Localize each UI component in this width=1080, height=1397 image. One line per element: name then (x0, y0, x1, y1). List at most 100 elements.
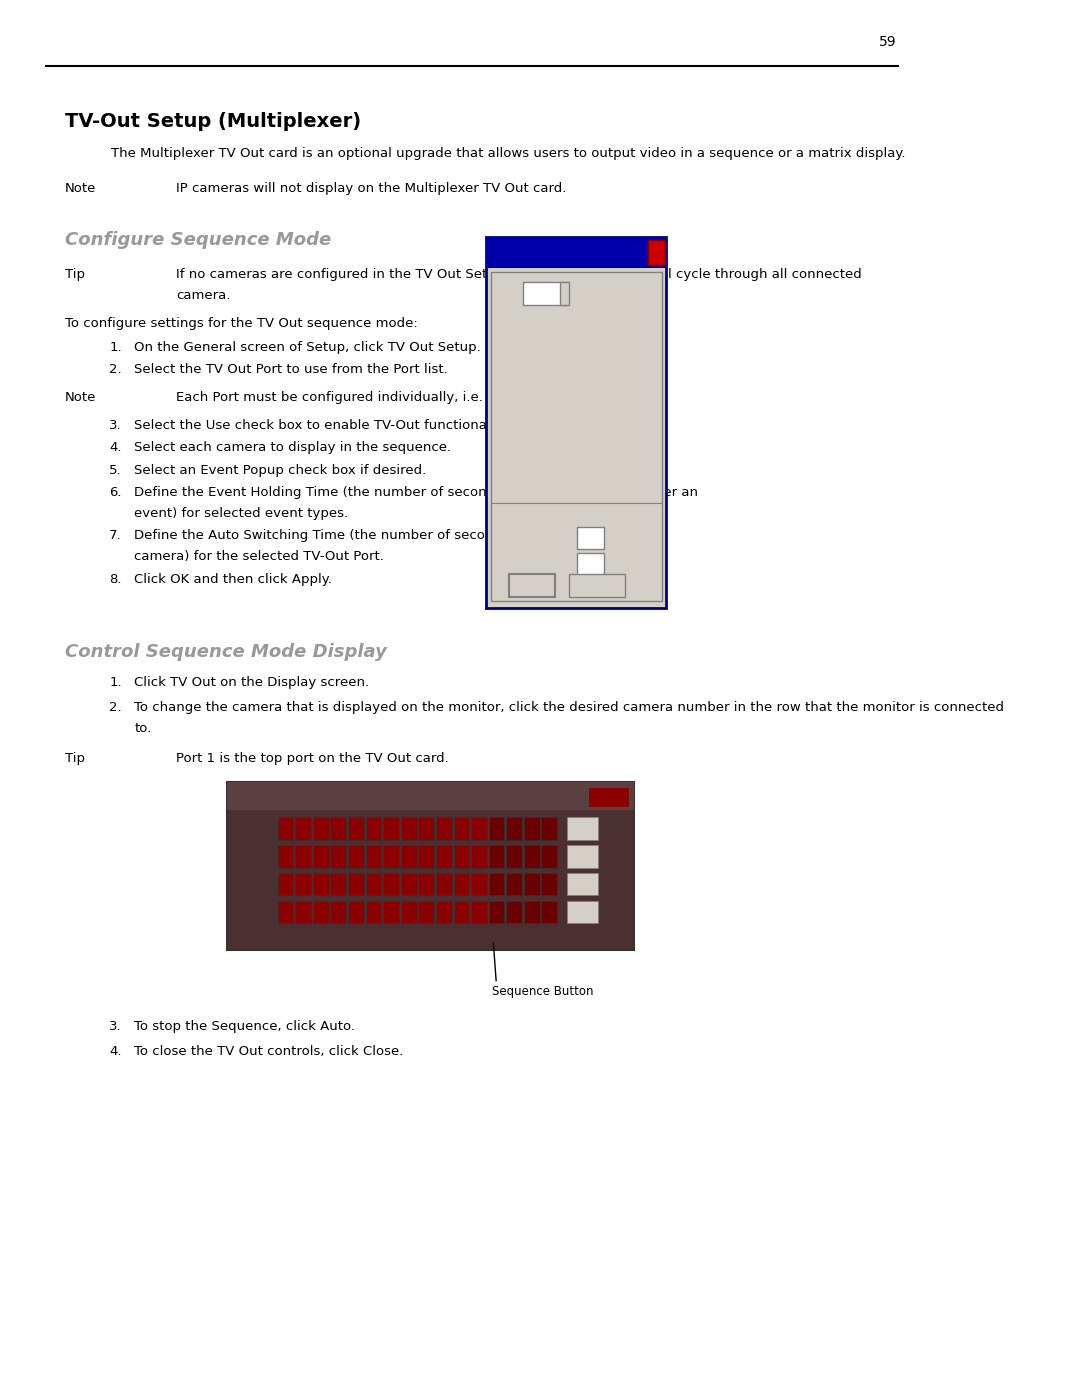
Text: 10: 10 (440, 880, 448, 886)
Text: 2.: 2. (109, 701, 122, 714)
FancyBboxPatch shape (486, 237, 666, 268)
FancyBboxPatch shape (418, 817, 434, 840)
Text: 15: 15 (527, 852, 536, 858)
Text: 12: 12 (474, 880, 484, 886)
Text: Define the Auto Switching Time (the number of seconds between switching of: Define the Auto Switching Time (the numb… (134, 529, 656, 542)
Text: □ Camera12: □ Camera12 (573, 425, 632, 433)
Text: 13: 13 (492, 908, 501, 914)
Text: 2 OUT: 2 OUT (234, 849, 260, 858)
Text: 13: 13 (492, 852, 501, 858)
Text: □ Motion event  □ Sensor event: □ Motion event □ Sensor event (496, 510, 644, 518)
Text: 13: 13 (492, 824, 501, 830)
FancyBboxPatch shape (490, 272, 662, 601)
Text: 4.: 4. (109, 1045, 122, 1058)
Text: □ Camera16: □ Camera16 (573, 548, 632, 556)
FancyBboxPatch shape (524, 817, 540, 840)
FancyBboxPatch shape (348, 901, 364, 923)
Text: 1 OUT: 1 OUT (234, 821, 260, 830)
Text: □ Camera7: □ Camera7 (496, 517, 548, 525)
Text: to.: to. (134, 722, 151, 735)
Text: event) for selected event types.: event) for selected event types. (134, 507, 349, 520)
FancyBboxPatch shape (436, 873, 451, 895)
Text: 4.: 4. (109, 441, 122, 454)
Text: 8: 8 (406, 908, 410, 914)
FancyBboxPatch shape (454, 901, 470, 923)
Text: To configure settings for the TV Out sequence mode:: To configure settings for the TV Out seq… (65, 317, 418, 330)
Text: □ Camera11: □ Camera11 (573, 394, 632, 402)
FancyBboxPatch shape (383, 845, 399, 868)
FancyBboxPatch shape (313, 901, 328, 923)
FancyBboxPatch shape (507, 845, 522, 868)
Text: Port 1 is the top port on the TV Out card.: Port 1 is the top port on the TV Out car… (176, 752, 448, 764)
FancyBboxPatch shape (489, 873, 504, 895)
Text: 6: 6 (372, 852, 376, 858)
FancyBboxPatch shape (648, 240, 664, 265)
Text: □ Camera9: □ Camera9 (573, 332, 626, 341)
Text: 3: 3 (319, 908, 323, 914)
FancyBboxPatch shape (471, 845, 487, 868)
Text: X: X (651, 242, 659, 251)
FancyBboxPatch shape (348, 873, 364, 895)
FancyBboxPatch shape (471, 817, 487, 840)
Text: 6: 6 (372, 908, 376, 914)
Text: 1: 1 (283, 908, 287, 914)
Text: □ Camera3: □ Camera3 (496, 394, 548, 402)
FancyBboxPatch shape (567, 845, 598, 868)
Text: Sequence Button: Sequence Button (491, 985, 593, 997)
FancyBboxPatch shape (383, 901, 399, 923)
FancyBboxPatch shape (348, 845, 364, 868)
Text: 4 OUT: 4 OUT (234, 905, 260, 914)
Text: Select each camera to display in the sequence.: Select each camera to display in the seq… (134, 441, 451, 454)
Text: 5.: 5. (109, 464, 122, 476)
FancyBboxPatch shape (524, 873, 540, 895)
Text: 11: 11 (457, 880, 465, 886)
Text: 2: 2 (301, 852, 306, 858)
FancyBboxPatch shape (486, 237, 666, 608)
Text: 59: 59 (879, 35, 897, 49)
Text: □ Camera15: □ Camera15 (573, 517, 632, 525)
Text: 8: 8 (406, 824, 410, 830)
Text: 5: 5 (354, 852, 359, 858)
Text: □ Camera4: □ Camera4 (496, 425, 548, 433)
FancyBboxPatch shape (383, 817, 399, 840)
FancyBboxPatch shape (561, 282, 569, 305)
Text: 16: 16 (545, 880, 554, 886)
Text: Define the Event Holding Time (the number of seconds the camera displays after a: Define the Event Holding Time (the numbe… (134, 486, 698, 499)
Text: 13: 13 (492, 880, 501, 886)
Text: Event holding time: Event holding time (496, 535, 581, 543)
FancyBboxPatch shape (418, 845, 434, 868)
FancyBboxPatch shape (567, 873, 598, 895)
FancyBboxPatch shape (577, 553, 605, 576)
FancyBboxPatch shape (454, 873, 470, 895)
FancyBboxPatch shape (278, 873, 294, 895)
Text: Tip: Tip (65, 268, 85, 281)
Text: 5: 5 (354, 824, 359, 830)
FancyBboxPatch shape (401, 901, 417, 923)
Text: OK: OK (525, 581, 539, 591)
FancyBboxPatch shape (567, 901, 598, 923)
FancyBboxPatch shape (541, 845, 557, 868)
Text: AUTO: AUTO (572, 880, 592, 886)
FancyBboxPatch shape (366, 845, 381, 868)
Text: 15: 15 (527, 908, 536, 914)
Text: 3: 3 (319, 852, 323, 858)
Text: ON: ON (603, 908, 615, 916)
Text: 11: 11 (457, 852, 465, 858)
FancyBboxPatch shape (567, 817, 598, 840)
Text: Configure Sequence Mode: Configure Sequence Mode (65, 231, 332, 249)
FancyBboxPatch shape (471, 873, 487, 895)
Text: 6.: 6. (109, 486, 122, 499)
Text: 1.: 1. (109, 676, 122, 689)
Text: □ Camera10: □ Camera10 (573, 363, 632, 372)
Text: ▼: ▼ (564, 292, 569, 298)
FancyBboxPatch shape (401, 845, 417, 868)
Text: 1: 1 (283, 880, 287, 886)
Text: 2.: 2. (109, 363, 122, 376)
Text: □ Camera14: □ Camera14 (573, 486, 632, 495)
FancyBboxPatch shape (454, 845, 470, 868)
FancyBboxPatch shape (588, 787, 630, 807)
FancyBboxPatch shape (489, 845, 504, 868)
FancyBboxPatch shape (366, 901, 381, 923)
Text: camera) for the selected TV-Out Port.: camera) for the selected TV-Out Port. (134, 550, 384, 563)
Text: 5: 5 (579, 560, 584, 569)
